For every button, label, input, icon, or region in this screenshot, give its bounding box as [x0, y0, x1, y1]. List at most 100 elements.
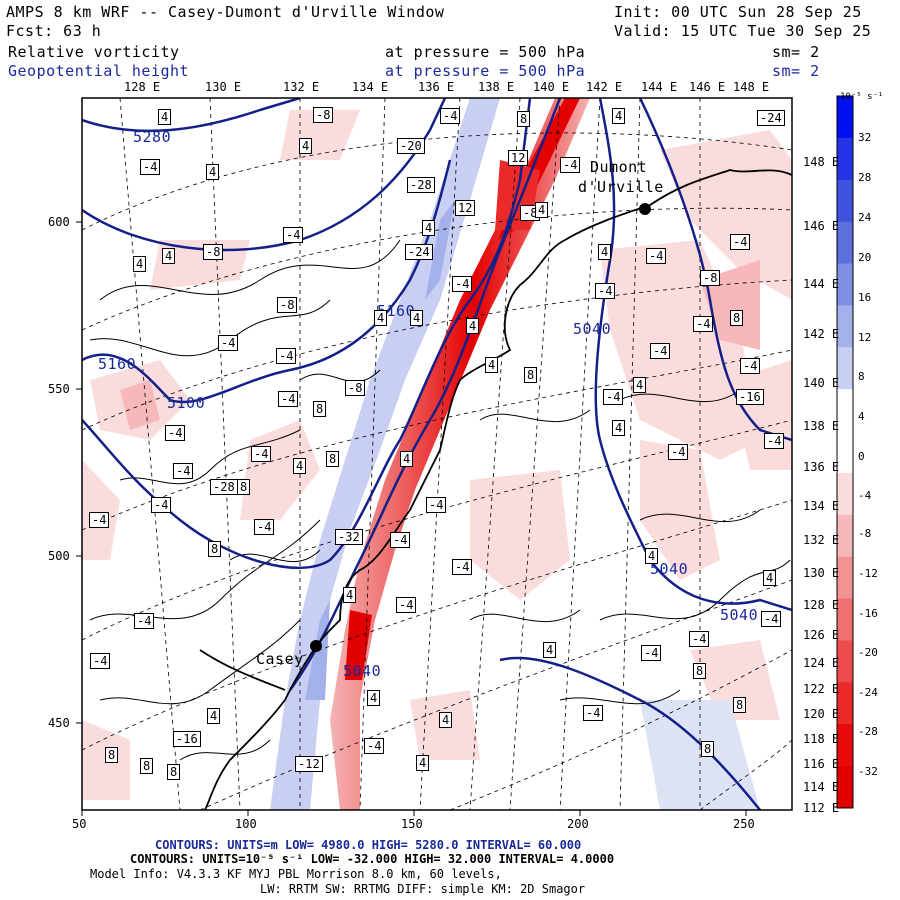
right-lon-label: 146 E [803, 219, 840, 233]
vorticity-contour-label: -4 [173, 463, 194, 479]
right-lon-label: 116 E [803, 757, 840, 771]
colorbar-tick-label: -28 [858, 725, 878, 738]
colorbar-swatch [837, 556, 853, 600]
vorticity-contour-label: 4 [763, 570, 777, 586]
colorbar-tick-label: 28 [858, 171, 872, 184]
colorbar-tick-label: -16 [858, 607, 878, 620]
colorbar-swatch [837, 137, 853, 181]
vorticity-contour-label: -4 [278, 391, 299, 407]
vorticity-contour-label: 4 [612, 420, 626, 436]
vorticity-contour-label: -4 [165, 425, 186, 441]
right-lon-label: 136 E [803, 460, 840, 474]
vorticity-contour-label: 4 [543, 642, 557, 658]
forecast-hour: Fcst: 63 h [6, 22, 102, 40]
vorticity-contour-label: 8 [105, 747, 119, 763]
lat-lon-grid [82, 98, 792, 810]
vorticity-contour-label: -4 [218, 335, 239, 351]
vorticity-contour-label: -4 [583, 705, 604, 721]
right-lon-label: 114 E [803, 780, 840, 794]
vorticity-contour-label: 4 [466, 318, 480, 334]
vorticity-contour-label: 4 [612, 108, 626, 124]
colorbar [836, 95, 854, 809]
vorticity-contour-label: -4 [90, 653, 111, 669]
casey-label: Casey [256, 650, 304, 668]
vorticity-contour-label: 4 [158, 109, 172, 125]
vorticity-contour-label: -4 [761, 611, 782, 627]
x-tick-200: 200 [567, 817, 589, 831]
vorticity-contour-label: 4 [439, 712, 453, 728]
vorticity-contour-label: -4 [641, 645, 662, 661]
dumont-label: Dumont [590, 158, 648, 176]
vorticity-contour-label: -4 [560, 157, 581, 173]
vorticity-contour-label: -4 [668, 444, 689, 460]
vorticity-contour-label: 4 [410, 310, 424, 326]
colorbar-tick-label: -24 [858, 686, 878, 699]
vorticity-contour-label: -4 [89, 512, 110, 528]
right-lon-label: 148 E [803, 155, 840, 169]
top-lon-label: 140 E [533, 80, 570, 94]
vorticity-contour-label: 4 [343, 587, 357, 603]
field-vorticity-name: Relative vorticity [8, 43, 180, 61]
height-contour-label: 5040 [650, 560, 689, 578]
top-lon-label: 136 E [418, 80, 455, 94]
colorbar-tick-label: 12 [858, 331, 872, 344]
field-height-pressure: at pressure = 500 hPa [385, 62, 586, 80]
vorticity-contour-label: 4 [400, 451, 414, 467]
valid-time: Valid: 15 UTC Tue 30 Sep 25 [614, 22, 872, 40]
vorticity-contour-label: -4 [730, 234, 751, 250]
vorticity-contour-label: 4 [299, 138, 313, 154]
vorticity-contour-label: 8 [167, 764, 181, 780]
vorticity-contour-label: -20 [397, 138, 425, 154]
top-lon-label: 128 E [124, 80, 161, 94]
y-tick-600: 600 [48, 215, 70, 229]
vorticity-contour-label: -12 [295, 756, 323, 772]
right-lon-label: 120 E [803, 707, 840, 721]
vorticity-contour-label: 8 [326, 451, 340, 467]
top-lon-label: 148 E [733, 80, 770, 94]
colorbar-tick-label: 4 [858, 410, 865, 423]
colorbar-tick-label: -20 [858, 646, 878, 659]
vorticity-contour-label: 4 [374, 310, 388, 326]
vorticity-contour-label: -4 [151, 497, 172, 513]
vorticity-contour-label: 4 [485, 357, 499, 373]
vorticity-contour-label: -4 [740, 358, 761, 374]
right-lon-label: 144 E [803, 277, 840, 291]
right-lon-label: 134 E [803, 499, 840, 513]
footer-model-info: Model Info: V4.3.3 KF MYJ PBL Morrison 8… [90, 867, 502, 881]
vorticity-contour-label: -4 [452, 276, 473, 292]
vorticity-contour-label: -4 [650, 343, 671, 359]
vorticity-contour-label: 4 [645, 548, 659, 564]
height-contour-label: 5040 [343, 662, 382, 680]
vorticity-contour-label: -28 [210, 479, 238, 495]
vorticity-contour-label: -8 [203, 244, 224, 260]
vorticity-contour-label: -4 [595, 283, 616, 299]
colorbar-tick-label: 32 [858, 131, 872, 144]
vorticity-contour-label: -16 [173, 731, 201, 747]
top-lon-label: 144 E [641, 80, 678, 94]
vorticity-contour-label: -8 [313, 107, 334, 123]
vorticity-contour-label: -8 [345, 380, 366, 396]
vorticity-contour-label: 4 [162, 248, 176, 264]
field-height-sm: sm= 2 [772, 62, 820, 80]
y-tick-500: 500 [48, 549, 70, 563]
right-lon-label: 140 E [803, 376, 840, 390]
height-contour-label: 5040 [720, 606, 759, 624]
plot-frame [81, 97, 793, 811]
y-tick-450: 450 [48, 716, 70, 730]
vorticity-contour-label: -4 [440, 108, 461, 124]
colorbar-tick-label: -32 [858, 765, 878, 778]
vorticity-contour-label: 4 [416, 755, 430, 771]
vorticity-contour-label: 8 [701, 741, 715, 757]
vorticity-contour-label: 4 [206, 164, 220, 180]
top-lon-label: 130 E [205, 80, 242, 94]
vorticity-contour-label: 4 [133, 256, 147, 272]
init-time: Init: 00 UTC Sun 28 Sep 25 [614, 3, 862, 21]
top-lon-label: 138 E [478, 80, 515, 94]
x-tick-250: 250 [733, 817, 755, 831]
colorbar-swatch [837, 682, 853, 725]
colorbar-swatch [837, 96, 853, 139]
vorticity-contour-label: 8 [313, 401, 327, 417]
vorticity-contour-label: -24 [405, 244, 433, 260]
vorticity-contour-label: -4 [134, 613, 155, 629]
colorbar-swatch [837, 431, 853, 474]
